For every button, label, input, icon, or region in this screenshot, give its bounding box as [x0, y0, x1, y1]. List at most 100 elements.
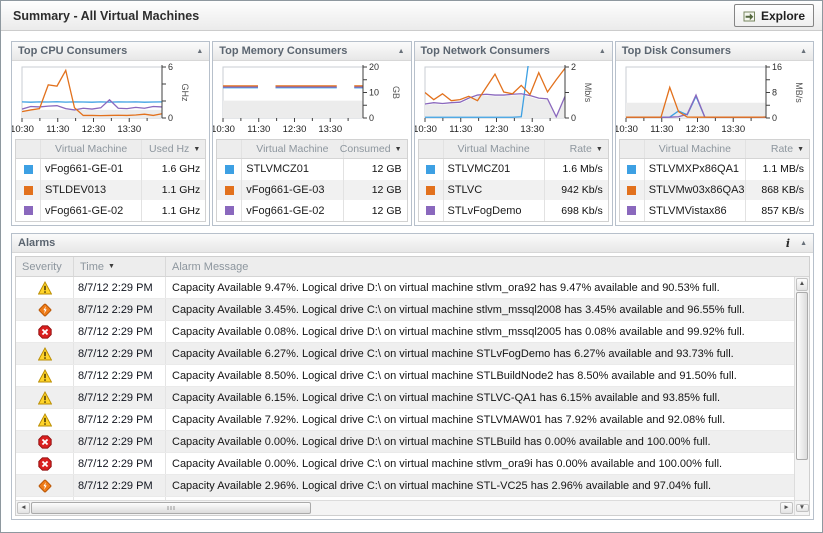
sort-desc-icon: ▼	[193, 145, 201, 153]
blue-series-swatch	[224, 164, 234, 174]
explore-button[interactable]: Explore	[733, 4, 814, 27]
consumer-row[interactable]: vFog661-GE-03 12 GB	[217, 179, 407, 201]
scrollbar-corner: ▼	[794, 501, 809, 515]
alarm-row[interactable]: 8/7/12 2:29 PM Capacity Available 2.96%. …	[16, 475, 794, 497]
alarm-row[interactable]: 8/7/12 2:29 PM Capacity Available 0.08%. …	[16, 321, 794, 343]
alarm-severity-cell	[16, 365, 73, 386]
vm-name: STLvFogDemo	[442, 200, 544, 222]
warning-severity-icon	[37, 346, 52, 360]
svg-text:12:30: 12:30	[283, 124, 307, 135]
message-column-header[interactable]: Alarm Message	[165, 257, 809, 276]
alarm-row[interactable]: 8/7/12 2:29 PM Capacity Available 3.45%. …	[16, 299, 794, 321]
orange-series-swatch	[23, 185, 33, 195]
network-consumer-table: Virtual Machine Rate ▼ STLVMCZ01 1.6 Mb/s STL…	[417, 139, 609, 222]
orange-series-swatch	[426, 185, 435, 195]
alarm-message: Capacity Available 0.00%. Logical drive …	[165, 453, 794, 474]
swatch-cell	[620, 180, 644, 201]
scroll-right-button[interactable]: ►	[780, 502, 793, 514]
alarm-row[interactable]: 8/7/12 2:29 PM Capacity Available 8.50%. …	[16, 365, 794, 387]
collapse-icon[interactable]: ▲	[196, 47, 204, 55]
vm-name: vFog661-GE-03	[241, 179, 342, 201]
value-column-header[interactable]: Consumed ▼	[340, 140, 407, 158]
alarm-row[interactable]: 8/7/12 2:29 PM Capacity Available 6.15%. …	[16, 387, 794, 409]
alarm-time: 8/7/12 2:29 PM	[73, 409, 165, 430]
swatch-column-header	[16, 140, 40, 158]
network-table-header: Virtual Machine Rate ▼	[418, 140, 608, 159]
alarm-severity-cell	[16, 277, 73, 298]
vm-column-header[interactable]: Virtual Machine	[40, 140, 141, 158]
alarm-row[interactable]: 8/7/12 2:29 PM Capacity Available 0.00%. …	[16, 453, 794, 475]
svg-text:MB/s: MB/s	[794, 82, 804, 103]
alarm-message: Capacity Available 3.45%. Logical drive …	[165, 299, 794, 320]
consumer-row[interactable]: STLVMVistax86 857 KB/s	[620, 200, 809, 222]
vm-column-header[interactable]: Virtual Machine	[643, 140, 745, 158]
alarms-rows: 8/7/12 2:29 PM Capacity Available 9.47%. …	[16, 277, 794, 500]
collapse-icon[interactable]: ▲	[397, 47, 405, 55]
consumer-row[interactable]: STLvFogDemo 698 Kb/s	[419, 200, 608, 222]
alarm-time: 8/7/12 2:29 PM	[73, 343, 165, 364]
alarm-time: 8/7/12 2:29 PM	[73, 277, 165, 298]
collapse-icon[interactable]: ▲	[800, 239, 807, 247]
alarm-time: 8/7/12 2:29 PM	[73, 431, 165, 452]
vm-value: 698 Kb/s	[543, 200, 608, 222]
vertical-scrollbar-thumb[interactable]	[796, 292, 808, 460]
cpu-table-body: vFog661-GE-01 1.6 GHz STLDEV013 1.1 GHz vFog…	[16, 159, 206, 222]
info-icon[interactable]: i	[785, 236, 791, 250]
alarm-message: Capacity Available 6.27%. Logical drive …	[165, 343, 794, 364]
alarm-row[interactable]: 8/7/12 2:29 PM Capacity Available 9.47%. …	[16, 277, 794, 299]
svg-text:GHz: GHz	[180, 84, 190, 103]
consumer-row[interactable]: vFog661-GE-01 1.6 GHz	[16, 159, 205, 180]
svg-text:16: 16	[772, 63, 782, 72]
vm-name: STLDEV013	[40, 179, 141, 201]
svg-text:10:30: 10:30	[12, 124, 34, 135]
vm-column-header[interactable]: Virtual Machine	[241, 140, 342, 158]
scroll-up-button[interactable]: ▲	[796, 278, 808, 291]
panel-cpu: Top CPU Consumers ▲ 0 6 GHz 10:30 11:30 12:30 13…	[10, 41, 211, 226]
horizontal-scrollbar-thumb[interactable]	[31, 502, 312, 514]
alarm-row[interactable]: 8/7/12 2:29 PM Capacity Available 7.92%. …	[16, 409, 794, 431]
vm-name: vFog661-GE-02	[40, 200, 141, 222]
vertical-scrollbar-track[interactable]	[795, 460, 809, 500]
svg-text:0: 0	[571, 113, 576, 123]
consumer-row[interactable]: STLVMw03x86QA3 868 KB/s	[619, 179, 809, 201]
value-column-header[interactable]: Rate ▼	[745, 140, 809, 158]
time-column-header[interactable]: Time ▼	[73, 257, 165, 276]
page-header: Summary - All Virtual Machines Explore	[1, 1, 822, 31]
collapse-icon[interactable]: ▲	[598, 47, 606, 55]
disk-panel-title: Top Disk Consumers	[621, 45, 731, 57]
consumer-row[interactable]: STLVMXPx86QA1 1.1 MB/s	[620, 159, 809, 180]
vertical-scrollbar[interactable]: ▲	[794, 277, 809, 500]
horizontal-scrollbar-track[interactable]	[311, 501, 779, 515]
collapse-icon[interactable]: ▲	[800, 47, 807, 55]
disk-panel-header: Top Disk Consumers ▲	[615, 42, 813, 61]
horizontal-scrollbar[interactable]: ◄ ►	[16, 501, 794, 515]
consumer-row[interactable]: STLDEV013 1.1 GHz	[16, 179, 206, 201]
value-column-header[interactable]: Rate ▼	[543, 140, 608, 158]
alarm-row[interactable]: 8/7/12 2:29 PM Capacity Available 0.00%. …	[16, 431, 794, 453]
swatch-cell	[419, 159, 443, 180]
value-column-header[interactable]: Used Hz ▼	[141, 140, 205, 158]
consumer-row[interactable]: vFog661-GE-02 1.1 GHz	[16, 200, 205, 222]
swatch-cell	[620, 200, 644, 221]
consumer-row[interactable]: STLVMCZ01 12 GB	[217, 159, 406, 180]
scroll-left-button[interactable]: ◄	[17, 502, 30, 514]
alarm-message: Capacity Available 7.92%. Logical drive …	[165, 409, 794, 430]
value-column-label: Rate	[770, 143, 794, 155]
cpu-table-header: Virtual Machine Used Hz ▼	[16, 140, 206, 159]
alarm-row[interactable]: 8/7/12 2:29 PMBalloon Memory : Peak % = …	[16, 497, 794, 500]
swatch-column-header	[620, 140, 644, 158]
consumer-row[interactable]: STLVC 942 Kb/s	[418, 179, 608, 201]
panel-disk: Top Disk Consumers ▲ 0 8 16 MB/s 10:30 11:30 12:…	[614, 41, 814, 226]
consumer-row[interactable]: STLVMCZ01 1.6 Mb/s	[419, 159, 608, 180]
severity-column-header[interactable]: Severity	[22, 260, 62, 273]
alarm-row[interactable]: 8/7/12 2:29 PM Capacity Available 6.27%. …	[16, 343, 794, 365]
swatch-cell	[419, 200, 443, 221]
vm-value: 1.6 GHz	[141, 159, 205, 180]
svg-text:0: 0	[369, 113, 374, 123]
scroll-down-button[interactable]: ▼	[795, 503, 809, 513]
svg-text:12:30: 12:30	[82, 124, 106, 135]
swatch-column-header	[419, 140, 443, 158]
alarm-message: Balloon Memory : Peak % = 0.61% - Deflat…	[165, 497, 794, 500]
consumer-row[interactable]: vFog661-GE-02 12 GB	[217, 200, 406, 222]
vm-column-header[interactable]: Virtual Machine	[442, 140, 544, 158]
